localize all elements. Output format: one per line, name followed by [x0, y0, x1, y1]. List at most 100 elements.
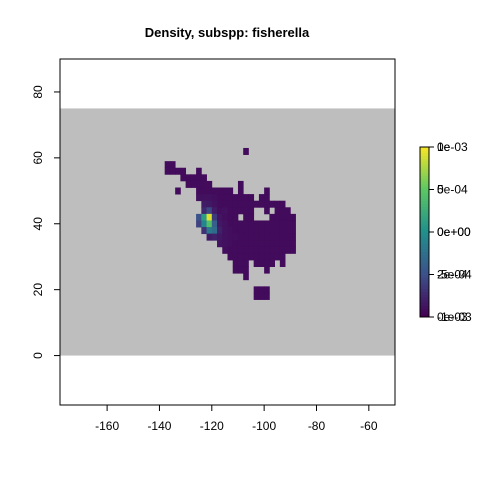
density-cell [269, 213, 276, 221]
density-cell [227, 253, 234, 261]
density-cell [180, 167, 187, 175]
colorbar-tick-label: -1e-03 [437, 310, 472, 324]
density-cell [285, 213, 291, 221]
colorbar-segment [420, 280, 429, 284]
density-cell [211, 207, 218, 215]
density-cell [222, 240, 228, 248]
density-cell [279, 227, 286, 235]
density-cell [253, 292, 260, 300]
y-axis: 0 20 40 60 80 [31, 85, 61, 359]
density-cell [227, 200, 234, 208]
colorbar-segment [420, 192, 429, 196]
density-cell [243, 213, 249, 221]
density-cell [222, 194, 228, 202]
density-cell [279, 260, 286, 267]
density-cell [243, 200, 249, 208]
density-cell [258, 220, 265, 228]
colorbar-segment [420, 200, 429, 205]
density-cell [243, 260, 249, 267]
colorbar-segment [420, 181, 429, 185]
density-cell [279, 246, 286, 254]
density-cell [264, 292, 270, 300]
density-cell [243, 220, 249, 228]
colorbar-segment [420, 246, 429, 250]
density-cell [211, 194, 218, 202]
density-cell [201, 220, 207, 228]
colorbar-segment [420, 215, 429, 219]
density-cell [227, 246, 234, 254]
colorbar-segment [420, 314, 429, 318]
chart-title: Density, subspp: fisherella [145, 25, 310, 40]
colorbar-segment [420, 249, 429, 253]
density-cell [285, 227, 291, 235]
density-cell [258, 253, 265, 261]
density-cell [269, 253, 276, 261]
density-cell [253, 200, 260, 208]
colorbar-segment [420, 285, 429, 290]
density-cell [206, 200, 213, 208]
density-cell [232, 200, 239, 208]
x-tick-label: -60 [360, 419, 378, 433]
density-cell [243, 246, 249, 254]
density-cell [274, 227, 281, 235]
density-cell [196, 180, 202, 188]
density-cell [232, 227, 239, 235]
density-cell [185, 180, 192, 188]
density-cell [237, 266, 244, 274]
colorbar-tick-label: 1e-03 [437, 140, 468, 154]
density-cell [206, 220, 213, 228]
colorbar-segment [420, 172, 429, 176]
colorbar-tick-label: -5e-04 [437, 268, 472, 282]
density-cell [237, 207, 244, 215]
density-cell [206, 227, 213, 235]
density-cell [290, 246, 296, 254]
colorbar-segment [420, 237, 429, 241]
density-cell [279, 207, 286, 215]
density-cell [279, 200, 286, 208]
density-cell [196, 213, 202, 221]
density-cell [258, 286, 265, 294]
density-cell [217, 194, 223, 202]
colorbar-segment [420, 183, 429, 188]
colorbar-tick-label: 5e-04 [437, 183, 468, 197]
density-cell [232, 260, 239, 267]
density-cell [201, 200, 207, 208]
colorbar-segment [420, 212, 429, 216]
density-cell [206, 187, 213, 195]
density-cell [274, 246, 281, 254]
colorbar-segment [420, 229, 429, 233]
density-cell [253, 253, 260, 261]
density-cell [269, 220, 276, 228]
density-cell [285, 240, 291, 248]
density-cell [237, 227, 244, 235]
x-tick-label: -160 [95, 419, 119, 433]
colorbar-tick-label: 0e-03 [437, 310, 468, 324]
density-cell [222, 227, 228, 235]
density-cell [264, 260, 270, 267]
density-cell [253, 260, 260, 267]
density-cell [258, 227, 265, 235]
density-cell [253, 233, 260, 241]
colorbar-tick-label: 0e+00 [437, 225, 471, 239]
colorbar-segment [420, 243, 429, 247]
density-cell [222, 233, 228, 241]
colorbar-segment [420, 161, 429, 165]
density-cell [175, 187, 181, 195]
density-cell [237, 187, 244, 195]
density-cell [201, 213, 207, 221]
density-cell [269, 200, 276, 208]
density-cell [269, 227, 276, 235]
density-cell [248, 207, 255, 215]
colorbar-segment [420, 300, 429, 304]
density-cell [253, 246, 260, 254]
density-cell [222, 187, 228, 195]
density-cell [264, 246, 270, 254]
density-cell [227, 207, 234, 215]
density-cell [237, 200, 244, 208]
density-cell [274, 220, 281, 228]
colorbar-segment [420, 251, 429, 256]
colorbar-segment [420, 169, 429, 173]
density-cell [237, 233, 244, 241]
density-cell [243, 233, 249, 241]
density-cell [237, 246, 244, 254]
